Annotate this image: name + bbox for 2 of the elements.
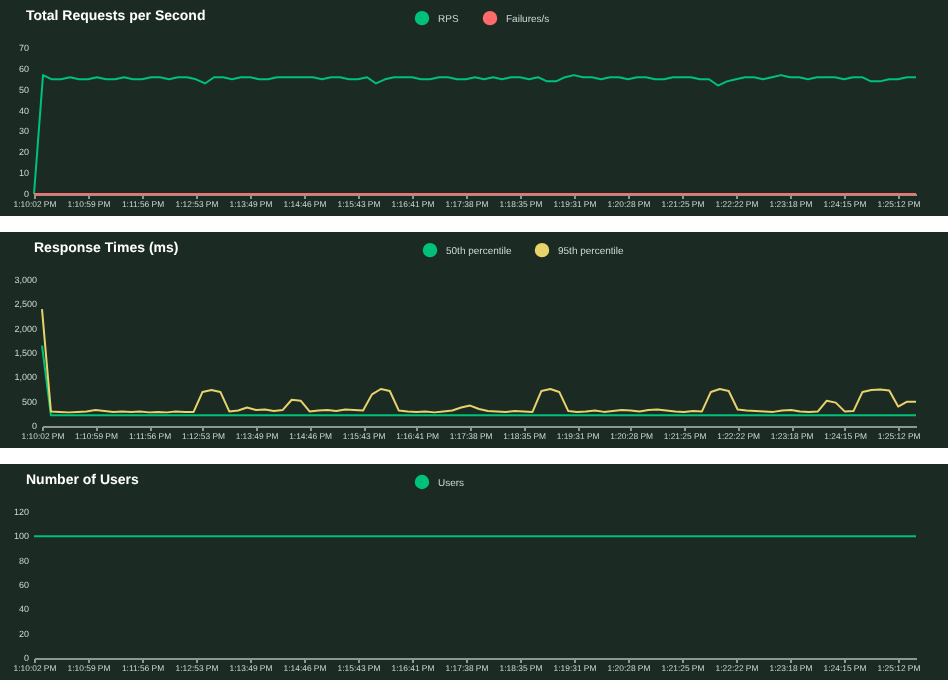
line-series bbox=[33, 74, 917, 195]
line-series bbox=[41, 308, 917, 414]
